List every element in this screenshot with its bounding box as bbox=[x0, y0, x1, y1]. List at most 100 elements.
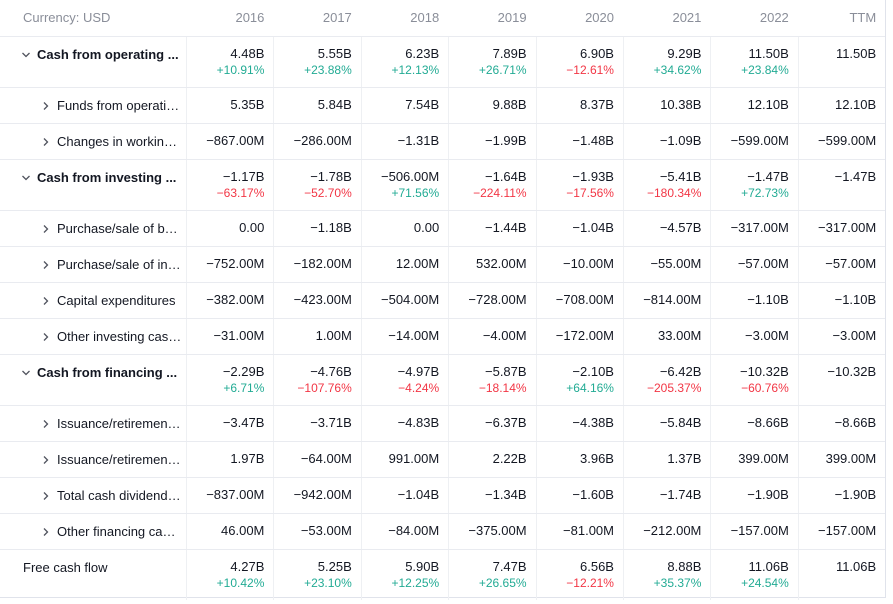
value: −1.34B bbox=[485, 487, 527, 502]
value: 9.88B bbox=[492, 97, 527, 112]
value-cell: 11.50B bbox=[797, 37, 885, 87]
table-row[interactable]: Changes in workin… −867.00M −286.00M −1.31B… bbox=[0, 123, 885, 159]
value: −3.71B bbox=[310, 415, 352, 430]
collapse-chevron[interactable] bbox=[21, 368, 31, 378]
value-cell: −942.00M bbox=[273, 478, 360, 513]
value: −5.87B bbox=[485, 364, 527, 379]
value: −1.78B bbox=[310, 169, 352, 184]
growth: +26.65% bbox=[478, 576, 527, 590]
value: −64.00M bbox=[300, 451, 352, 466]
value: −708.00M bbox=[555, 292, 614, 307]
value: −2.29B bbox=[222, 364, 265, 379]
value: 5.25B bbox=[317, 559, 352, 574]
expand-chevron[interactable] bbox=[41, 224, 51, 234]
value-cell: −728.00M bbox=[448, 283, 535, 318]
value-cell: 6.90B −12.61% bbox=[535, 37, 623, 87]
table-row[interactable]: Cash from financing ... −2.29B +6.71% −4.76… bbox=[0, 354, 885, 405]
growth: +12.25% bbox=[391, 576, 440, 590]
value: −55.00M bbox=[650, 256, 702, 271]
growth: +35.37% bbox=[653, 576, 702, 590]
growth: −12.61% bbox=[566, 63, 614, 77]
value: 6.56B bbox=[580, 559, 614, 574]
value: 532.00M bbox=[475, 256, 527, 271]
value: −182.00M bbox=[293, 256, 352, 271]
growth: −180.34% bbox=[647, 186, 702, 200]
row-label: Cash from investing ... bbox=[37, 170, 177, 185]
value-cell: −212.00M bbox=[623, 514, 710, 549]
header-cell: 2016 bbox=[186, 0, 273, 36]
expand-chevron[interactable] bbox=[41, 455, 51, 465]
value: −1.09B bbox=[659, 133, 702, 148]
expand-chevron[interactable] bbox=[41, 296, 51, 306]
value: −1.10B bbox=[834, 292, 877, 307]
value: −6.37B bbox=[485, 415, 527, 430]
table-row[interactable]: Issuance/retiremen… 1.97B −64.00M 991.00M 2.… bbox=[0, 441, 885, 477]
value-cell: −8.66B bbox=[797, 406, 885, 441]
table-row[interactable]: Total cash dividend… −837.00M −942.00M −1.0… bbox=[0, 477, 885, 513]
value-cell: −814.00M bbox=[623, 283, 710, 318]
value-cell: −157.00M bbox=[710, 514, 797, 549]
growth: −17.56% bbox=[566, 186, 614, 200]
value: −382.00M bbox=[206, 292, 265, 307]
value: −728.00M bbox=[468, 292, 527, 307]
collapse-chevron[interactable] bbox=[21, 50, 31, 60]
value: −1.31B bbox=[397, 133, 440, 148]
value-cell: −81.00M bbox=[535, 514, 623, 549]
value-cell: −1.48B bbox=[535, 124, 623, 159]
table-row[interactable]: Other financing ca… 46.00M −53.00M −84.00M −… bbox=[0, 513, 885, 549]
value-cell: −1.18B bbox=[273, 211, 360, 246]
value: −1.90B bbox=[747, 487, 789, 502]
growth: −52.70% bbox=[304, 186, 352, 200]
growth: +26.71% bbox=[478, 63, 527, 77]
table-row[interactable]: Purchase/sale of b… 0.00 −1.18B 0.00 −1.44B −… bbox=[0, 210, 885, 246]
table-row[interactable]: Capital expenditures −382.00M −423.00M −504… bbox=[0, 282, 885, 318]
value-cell: −317.00M bbox=[797, 211, 885, 246]
expand-chevron[interactable] bbox=[41, 260, 51, 270]
collapse-chevron[interactable] bbox=[21, 173, 31, 183]
value-cell: −2.10B +64.16% bbox=[535, 355, 623, 405]
value-cell: 6.23B +12.13% bbox=[360, 37, 448, 87]
value-cell: −84.00M bbox=[360, 514, 448, 549]
table-row[interactable]: Funds from operati… 5.35B 5.84B 7.54B 9.88B 8… bbox=[0, 87, 885, 123]
value: 12.10B bbox=[834, 97, 877, 112]
value-cell: 4.27B +10.42% bbox=[186, 550, 273, 600]
table-row[interactable]: Cash from investing ... −1.17B −63.17% −1.7… bbox=[0, 159, 885, 210]
value-cell: 4.48B +10.91% bbox=[186, 37, 273, 87]
value-cell: 1.00M bbox=[273, 319, 360, 354]
expand-chevron[interactable] bbox=[41, 101, 51, 111]
value-cell: 5.55B +23.88% bbox=[273, 37, 360, 87]
expand-chevron[interactable] bbox=[41, 491, 51, 501]
expand-chevron[interactable] bbox=[41, 527, 51, 537]
value-cell: −4.76B −107.76% bbox=[273, 355, 360, 405]
value: −10.00M bbox=[563, 256, 614, 271]
table-row[interactable]: Issuance/retiremen… −3.47B −3.71B −4.83B −6.… bbox=[0, 405, 885, 441]
value-cell: −708.00M bbox=[535, 283, 623, 318]
table-row[interactable]: Purchase/sale of in… −752.00M −182.00M 12.0… bbox=[0, 246, 885, 282]
value: −31.00M bbox=[213, 328, 265, 343]
expand-chevron[interactable] bbox=[41, 419, 51, 429]
value: −212.00M bbox=[643, 523, 702, 538]
table-row[interactable]: Other investing cas… −31.00M 1.00M −14.00M −… bbox=[0, 318, 885, 354]
value-cell: −837.00M bbox=[186, 478, 273, 513]
value-cell: 8.88B +35.37% bbox=[623, 550, 710, 600]
expand-chevron[interactable] bbox=[41, 137, 51, 147]
growth: −60.76% bbox=[741, 381, 789, 395]
value: 4.27B bbox=[230, 559, 265, 574]
value-cell: 5.35B bbox=[186, 88, 273, 123]
value-cell: 46.00M bbox=[186, 514, 273, 549]
table-row[interactable]: Cash from operating ... 4.48B +10.91% 5.55B… bbox=[0, 36, 885, 87]
value: 7.54B bbox=[405, 97, 440, 112]
value-cell: −1.90B bbox=[710, 478, 797, 513]
value-cell: −423.00M bbox=[273, 283, 360, 318]
value: −4.76B bbox=[310, 364, 352, 379]
value-cell: −1.44B bbox=[448, 211, 535, 246]
growth: −12.21% bbox=[566, 576, 614, 590]
value: 12.10B bbox=[747, 97, 789, 112]
value: 11.06B bbox=[748, 559, 789, 574]
value-cell: 9.88B bbox=[448, 88, 535, 123]
value: −1.04B bbox=[397, 487, 440, 502]
value-cell: 1.37B bbox=[623, 442, 710, 477]
value-cell: −867.00M bbox=[186, 124, 273, 159]
expand-chevron[interactable] bbox=[41, 332, 51, 342]
value-cell: −1.64B −224.11% bbox=[448, 160, 535, 210]
